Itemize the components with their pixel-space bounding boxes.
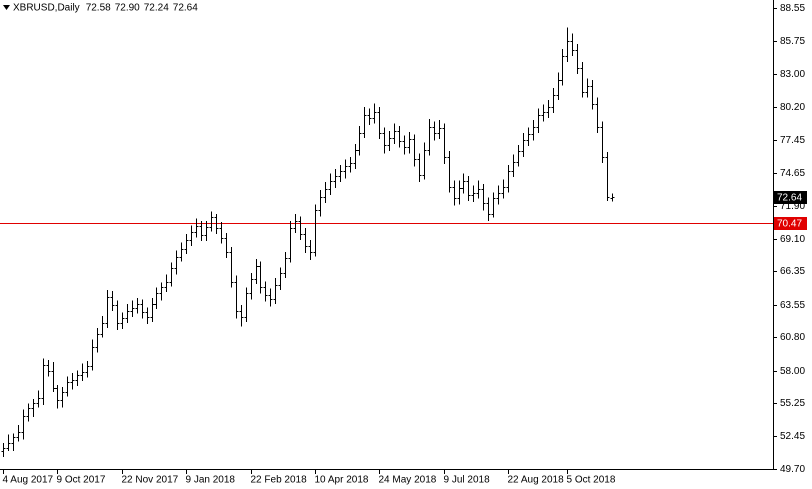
price-level-label: 70.47 [777,219,802,230]
x-tick-label: 22 Feb 2018 [251,475,308,486]
x-tick-label: 22 Nov 2017 [122,475,179,486]
quote-value: 72.58 [86,3,111,14]
quote-value: 72.64 [173,3,198,14]
chart-symbol: XBRUSD,Daily [13,3,80,14]
y-tick-label: 49.70 [780,464,805,475]
x-tick-label: 9 Jul 2018 [444,475,491,486]
x-tick-label: 22 Aug 2018 [508,475,565,486]
y-tick-label: 83.00 [780,69,805,80]
x-tick-label: 24 May 2018 [379,475,437,486]
y-tick-label: 60.80 [780,332,805,343]
y-tick-label: 63.55 [780,300,805,311]
y-tick-label: 80.20 [780,102,805,113]
x-tick-label: 9 Jan 2018 [186,475,236,486]
y-tick-label: 52.45 [780,431,805,442]
current-price-tag [774,191,807,204]
x-tick-label: 5 Oct 2018 [567,475,616,486]
x-tick-label: 9 Oct 2017 [57,475,106,486]
y-tick-label: 66.35 [780,266,805,277]
price-level-tag [774,217,807,230]
y-tick-label: 71.90 [780,201,805,212]
quote-value: 72.90 [115,3,140,14]
x-tick-label: 10 Apr 2018 [315,475,369,486]
y-tick-label: 88.55 [780,3,805,14]
y-tick-label: 55.25 [780,398,805,409]
y-tick-label: 74.65 [780,168,805,179]
menu-arrow[interactable] [3,5,10,10]
y-tick-label: 69.10 [780,234,805,245]
x-tick-label: 4 Aug 2017 [3,475,54,486]
y-tick-label: 58.00 [780,366,805,377]
current-price-label: 72.64 [777,193,802,204]
y-tick-label: 85.75 [780,36,805,47]
y-tick-label: 77.45 [780,135,805,146]
quote-value: 72.24 [144,3,169,14]
